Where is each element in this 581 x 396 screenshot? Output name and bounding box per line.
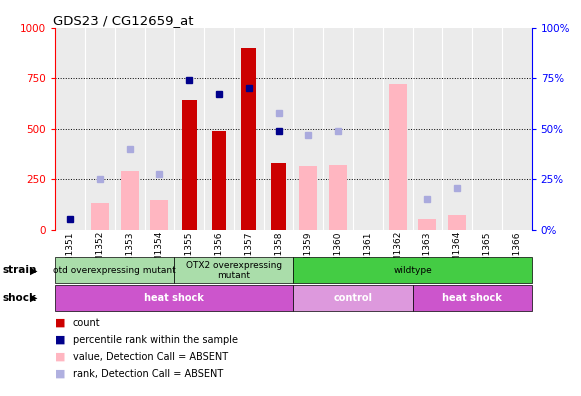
Bar (389, 84, 407, 230)
Text: ■: ■ (55, 369, 66, 379)
Text: rank, Detection Call = ABSENT: rank, Detection Call = ABSENT (73, 369, 223, 379)
Bar (293, 285, 413, 311)
Text: percentile rank within the sample: percentile rank within the sample (73, 335, 238, 345)
Text: GDS23 / CG12659_at: GDS23 / CG12659_at (53, 13, 193, 27)
Text: control: control (333, 293, 372, 303)
Text: ■: ■ (55, 335, 66, 345)
Bar (264, 28, 293, 230)
Text: otd overexpressing mutant: otd overexpressing mutant (53, 266, 176, 275)
Bar (241, 48, 256, 230)
Bar (150, 200, 168, 230)
Text: heat shock: heat shock (144, 293, 205, 303)
Text: OTX2 overexpressing
mutant: OTX2 overexpressing mutant (186, 261, 282, 280)
Bar (234, 28, 264, 230)
Bar (329, 165, 347, 230)
Bar (418, 219, 436, 230)
Bar (204, 28, 234, 230)
Text: ▶: ▶ (30, 265, 38, 275)
Bar (293, 257, 532, 283)
Bar (449, 215, 466, 230)
Bar (55, 285, 293, 311)
Text: ■: ■ (55, 352, 66, 362)
Bar (271, 163, 286, 230)
Bar (174, 28, 204, 230)
Bar (299, 166, 317, 230)
Text: count: count (73, 318, 101, 328)
Bar (211, 131, 227, 230)
Text: shock: shock (3, 293, 37, 303)
Text: wildtype: wildtype (393, 266, 432, 275)
Bar (174, 257, 293, 283)
Bar (472, 28, 502, 230)
Bar (55, 257, 174, 283)
Bar (55, 28, 85, 230)
Bar (442, 28, 472, 230)
Bar (502, 28, 532, 230)
Bar (293, 28, 323, 230)
Bar (383, 28, 413, 230)
Bar (413, 28, 442, 230)
Bar (353, 28, 383, 230)
Text: ▶: ▶ (30, 293, 38, 303)
Bar (182, 101, 196, 230)
Text: ■: ■ (55, 318, 66, 328)
Bar (85, 28, 115, 230)
Bar (323, 28, 353, 230)
Text: strain: strain (3, 265, 37, 275)
Bar (121, 171, 139, 230)
Bar (145, 28, 174, 230)
Text: heat shock: heat shock (442, 293, 502, 303)
Bar (413, 285, 532, 311)
Text: value, Detection Call = ABSENT: value, Detection Call = ABSENT (73, 352, 228, 362)
Bar (115, 28, 145, 230)
Bar (91, 204, 109, 230)
